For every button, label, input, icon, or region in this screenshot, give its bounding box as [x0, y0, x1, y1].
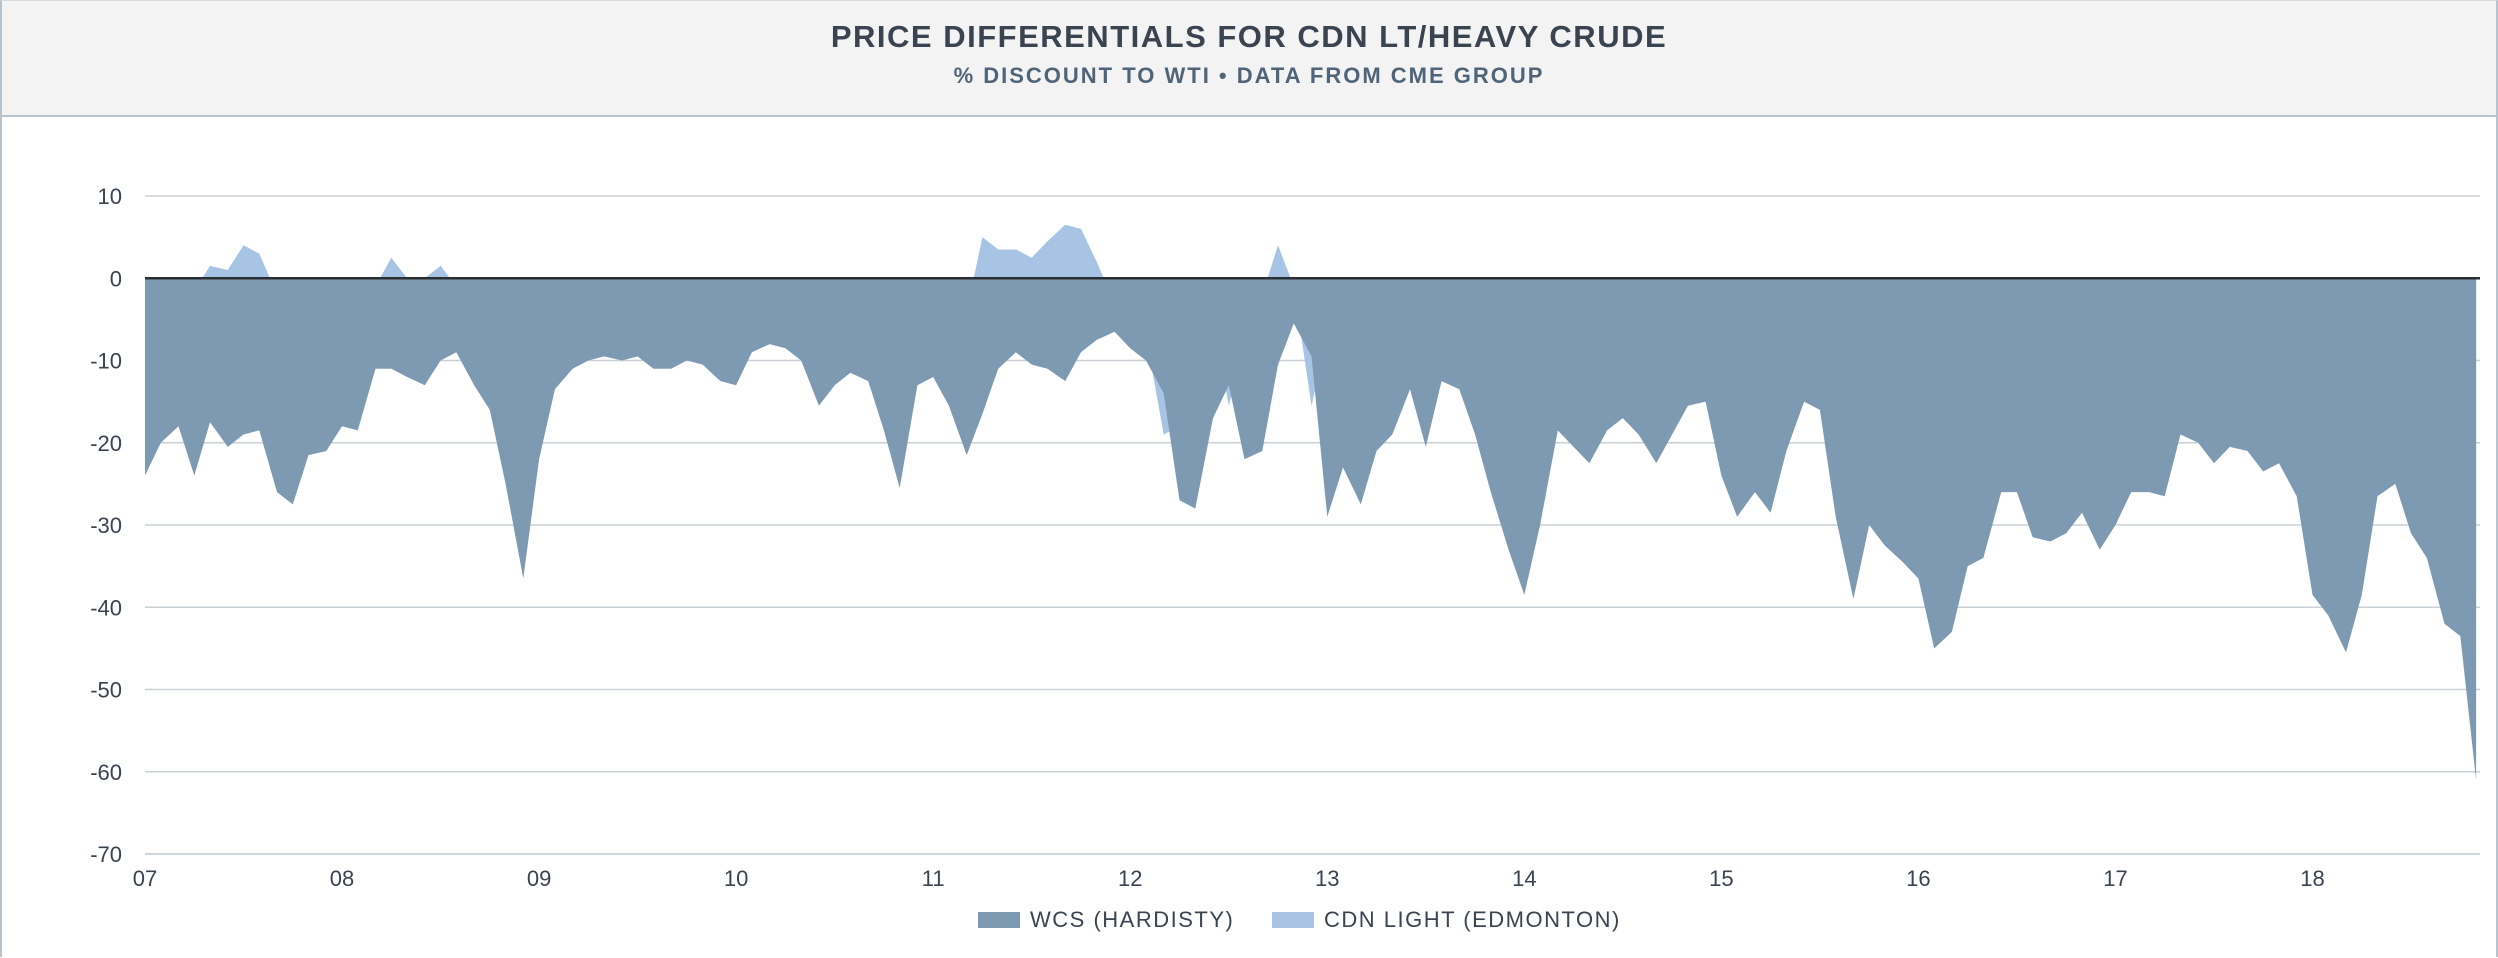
y-tick-label: -50 — [90, 678, 122, 703]
legend-swatch — [1272, 912, 1314, 928]
y-tick-label: -70 — [90, 842, 122, 867]
legend: WCS (HARDISTY) CDN LIGHT (EDMONTON) — [978, 907, 1621, 932]
x-axis: 07 08 09 10 11 12 13 14 15 16 17 18 — [133, 853, 2480, 891]
series-areas — [145, 224, 2477, 780]
chart-subtitle: % DISCOUNT TO WTI • DATA FROM CME GROUP — [953, 63, 1545, 88]
y-tick-label: 0 — [110, 266, 122, 291]
legend-swatch — [978, 912, 1020, 928]
series-area-wcs-hardisty — [145, 278, 2477, 780]
y-tick-label: 10 — [98, 184, 122, 209]
y-tick-label: -40 — [90, 595, 122, 620]
y-tick-label: -30 — [90, 513, 122, 538]
x-tick-label: 09 — [527, 866, 551, 891]
x-tick-label: 12 — [1118, 866, 1142, 891]
x-tick-label: 14 — [1512, 866, 1536, 891]
x-tick-label: 15 — [1709, 866, 1733, 891]
x-tick-label: 08 — [330, 866, 354, 891]
x-tick-label: 11 — [922, 866, 945, 891]
y-axis: 10 0 -10 -20 -30 -40 -50 -60 -70 — [90, 184, 122, 867]
legend-label: CDN LIGHT (EDMONTON) — [1324, 907, 1621, 932]
x-tick-label: 16 — [1906, 866, 1930, 891]
x-tick-label: 10 — [724, 866, 748, 891]
y-tick-label: -60 — [90, 760, 122, 785]
y-tick-label: -10 — [90, 349, 122, 374]
x-tick-label: 13 — [1315, 866, 1339, 891]
chart-header: PRICE DIFFERENTIALS FOR CDN LT/HEAVY CRU… — [2, 1, 2496, 117]
chart-title: PRICE DIFFERENTIALS FOR CDN LT/HEAVY CRU… — [830, 19, 1668, 54]
x-tick-label: 07 — [133, 866, 157, 891]
y-tick-label: -20 — [90, 431, 122, 456]
legend-label: WCS (HARDISTY) — [1030, 907, 1234, 932]
x-tick-label: 17 — [2103, 866, 2127, 891]
x-tick-label: 18 — [2300, 866, 2324, 891]
